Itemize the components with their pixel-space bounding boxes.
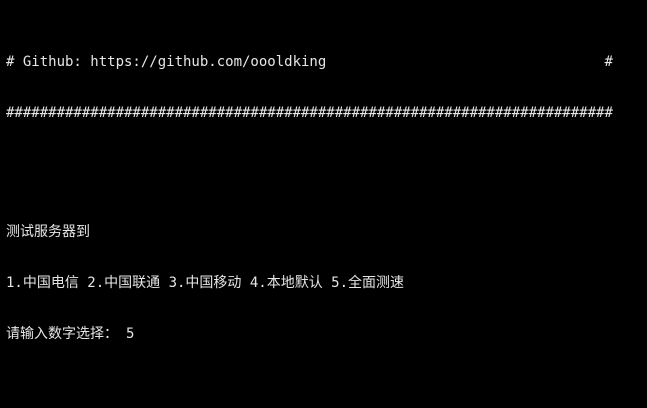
blank-line <box>6 377 647 394</box>
number-select-prompt: 请输入数字选择： 5 <box>6 326 647 343</box>
hash-divider-line: ########################################… <box>6 105 613 121</box>
blank-line <box>6 156 647 173</box>
test-server-intro: 测试服务器到 <box>6 224 90 240</box>
prompt-input-value: 5 <box>126 326 135 342</box>
isp-options-line: 1.中国电信 2.中国联通 3.中国移动 4.本地默认 5.全面测速 <box>6 275 405 291</box>
github-header-line: # Github: https://github.com/oooldking # <box>6 54 613 70</box>
prompt-label: 请输入数字选择： <box>6 326 118 342</box>
